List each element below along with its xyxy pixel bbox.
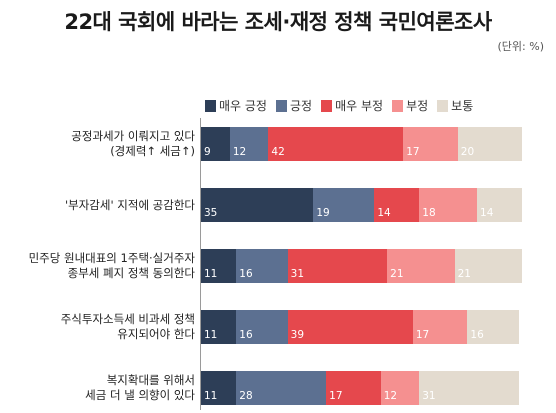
category-label-line: 유지되어야 한다 <box>117 327 195 341</box>
legend-swatch <box>275 99 287 112</box>
bar-segment: 9 <box>201 127 230 161</box>
data-label: 17 <box>329 390 343 402</box>
data-label: 11 <box>204 329 218 341</box>
data-label: 21 <box>390 268 404 280</box>
category-label-line: 공정과세가 이뤄지고 있다 <box>71 129 195 143</box>
legend-label: 긍정 <box>289 99 313 113</box>
data-label: 31 <box>290 268 305 280</box>
legend-label: 부정 <box>406 99 429 113</box>
legend: 매우 긍정 긍정 매우 부정 부정 보통 <box>205 97 473 114</box>
axis-line <box>200 118 201 410</box>
data-label: 39 <box>290 329 305 341</box>
data-label: 9 <box>204 146 211 158</box>
bar-row: 35 19 14 18 14 <box>201 188 522 222</box>
data-label: 14 <box>377 207 391 219</box>
legend-item: 보통 <box>437 97 473 114</box>
data-label: 16 <box>470 329 484 341</box>
legend-swatch <box>392 99 404 112</box>
bar-segment: 12 <box>380 371 420 405</box>
legend-label: 매우 부정 <box>335 99 384 113</box>
bar-segment: 21 <box>454 249 522 283</box>
data-label: 14 <box>480 207 494 219</box>
data-label: 35 <box>204 207 218 219</box>
bar-row: 11 28 17 12 31 <box>201 371 519 405</box>
data-label: 16 <box>239 268 253 280</box>
legend-swatch <box>437 99 449 112</box>
bar-segment: 14 <box>477 188 522 222</box>
bar-row: 11 16 39 17 16 <box>201 310 519 344</box>
data-label: 20 <box>460 146 475 158</box>
bar-segment: 11 <box>201 249 237 283</box>
legend-swatch <box>205 99 216 112</box>
category-label: 민주당 원내대표의 1주택·실거주자 종부세 폐지 정책 동의한다 <box>29 251 195 281</box>
unit-label: (단위: %) <box>497 40 544 53</box>
category-label-line: 주식투자소득세 비과세 정책 <box>60 312 195 326</box>
legend-item: 매우 부정 <box>321 97 383 114</box>
bar-segment: 35 <box>201 188 314 222</box>
legend-item: 부정 <box>392 97 428 114</box>
bar-segment: 18 <box>419 188 478 222</box>
category-label-line: 종부세 폐지 정책 동의한다 <box>67 266 195 280</box>
category-label: 공정과세가 이뤄지고 있다 (경제력↑ 세금↑) <box>71 129 195 159</box>
legend-label: 보통 <box>451 99 474 113</box>
data-label: 17 <box>406 146 420 158</box>
data-label: 12 <box>232 146 247 158</box>
bar-segment: 31 <box>287 249 388 283</box>
data-label: 21 <box>457 268 471 280</box>
bar-segment: 16 <box>236 310 288 344</box>
category-label: '부자감세' 지적에 공감한다 <box>65 198 195 213</box>
chart-title: 22대 국회에 바라는 조세·재정 정책 국민여론조사 <box>64 10 492 34</box>
bar-segment: 20 <box>457 127 522 161</box>
bar-segment: 11 <box>201 371 237 405</box>
bar-segment: 17 <box>326 371 381 405</box>
category-label-line: (경제력↑ 세금↑) <box>110 144 195 158</box>
bar-segment: 19 <box>313 188 375 222</box>
data-label: 17 <box>415 329 430 341</box>
bar-segment: 31 <box>419 371 519 405</box>
bar-segment: 39 <box>287 310 413 344</box>
data-label: 12 <box>383 390 398 402</box>
bar-segment: 16 <box>236 249 288 283</box>
data-label: 16 <box>239 329 253 341</box>
data-label: 11 <box>204 268 218 280</box>
bar-segment: 28 <box>236 371 327 405</box>
data-label: 11 <box>204 390 218 402</box>
data-label: 28 <box>239 390 253 402</box>
bar-segment: 17 <box>403 127 458 161</box>
bar-row: 9 12 42 17 20 <box>201 127 522 161</box>
data-label: 19 <box>316 207 330 219</box>
bar-segment: 16 <box>467 310 519 344</box>
bar-segment: 17 <box>412 310 468 344</box>
bar-segment: 21 <box>387 249 455 283</box>
category-label: 주식투자소득세 비과세 정책 유지되어야 한다 <box>61 312 195 342</box>
category-label-line: 민주당 원내대표의 1주택·실거주자 <box>28 251 195 265</box>
bar-segment: 42 <box>268 127 404 161</box>
data-label: 18 <box>422 207 436 219</box>
legend-label: 매우 긍정 <box>219 99 267 113</box>
data-label: 42 <box>271 146 285 158</box>
category-label: 복지확대를 위해서 세금 더 낼 의향이 있다 <box>85 373 195 403</box>
category-label-line: 세금 더 낼 의향이 있다 <box>85 388 195 402</box>
bar-segment: 11 <box>201 310 237 344</box>
category-label-line: '부자감세' 지적에 공감한다 <box>64 197 195 212</box>
legend-swatch <box>321 99 333 112</box>
category-label-line: 복지확대를 위해서 <box>106 373 195 387</box>
bar-row: 11 16 31 21 21 <box>201 249 522 283</box>
bar-segment: 12 <box>229 127 269 161</box>
bar-segment: 14 <box>374 188 420 222</box>
legend-item: 긍정 <box>275 97 313 114</box>
legend-item: 매우 긍정 <box>205 97 267 114</box>
data-label: 31 <box>422 390 436 402</box>
